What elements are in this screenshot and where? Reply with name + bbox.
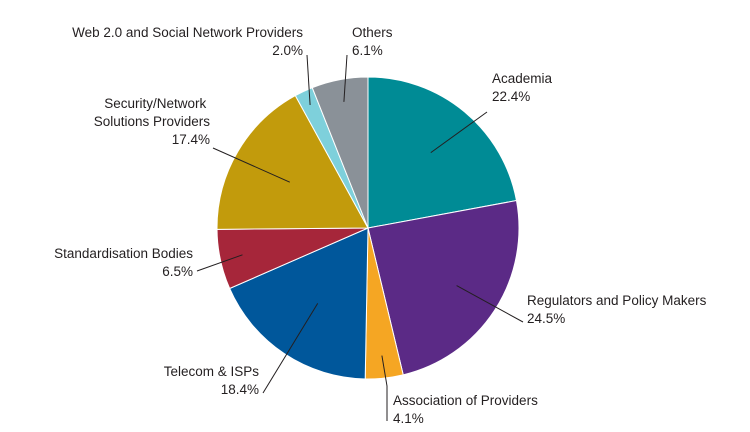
label-telecom: Telecom & ISPs bbox=[164, 364, 260, 379]
label-web20: Web 2.0 and Social Network Providers bbox=[72, 25, 303, 40]
label-academia: Academia bbox=[492, 71, 553, 86]
pie-slice-security-network-solutions-providers bbox=[216, 94, 369, 230]
value-others: 6.1% bbox=[352, 43, 383, 58]
pie-slice-others bbox=[311, 76, 369, 229]
value-association: 4.1% bbox=[393, 411, 424, 426]
leader-line-academia bbox=[430, 111, 488, 154]
leader-line-web-2-0-and-social-network-providers bbox=[306, 54, 311, 106]
leader-line-others bbox=[343, 54, 348, 102]
leader-line-standardisation-bodies bbox=[196, 254, 243, 272]
leader-line-security-network-solutions-providers bbox=[212, 147, 291, 183]
pie-slice-academia bbox=[367, 76, 518, 229]
leader-lines bbox=[196, 54, 524, 421]
label-security: Security/Network Solutions Providers bbox=[94, 96, 211, 129]
value-telecom: 18.4% bbox=[221, 382, 259, 397]
value-web20: 2.0% bbox=[272, 43, 303, 58]
label-standardisation: Standardisation Bodies bbox=[54, 246, 193, 261]
leader-line-telecom-isps bbox=[262, 303, 319, 394]
value-security: 17.4% bbox=[172, 132, 210, 147]
label-regulators: Regulators and Policy Makers bbox=[527, 293, 707, 308]
label-others: Others bbox=[352, 25, 393, 40]
value-academia: 22.4% bbox=[492, 89, 530, 104]
pie-slices bbox=[216, 76, 520, 380]
pie-slice-telecom-isps bbox=[228, 227, 369, 380]
pie-slice-regulators-and-policy-makers bbox=[367, 199, 520, 376]
value-standardisation: 6.5% bbox=[162, 264, 193, 279]
label-association: Association of Providers bbox=[393, 393, 538, 408]
value-regulators: 24.5% bbox=[527, 311, 565, 326]
leader-line-regulators-and-policy-makers bbox=[456, 285, 524, 323]
leader-line-association-of-providers bbox=[381, 355, 388, 421]
